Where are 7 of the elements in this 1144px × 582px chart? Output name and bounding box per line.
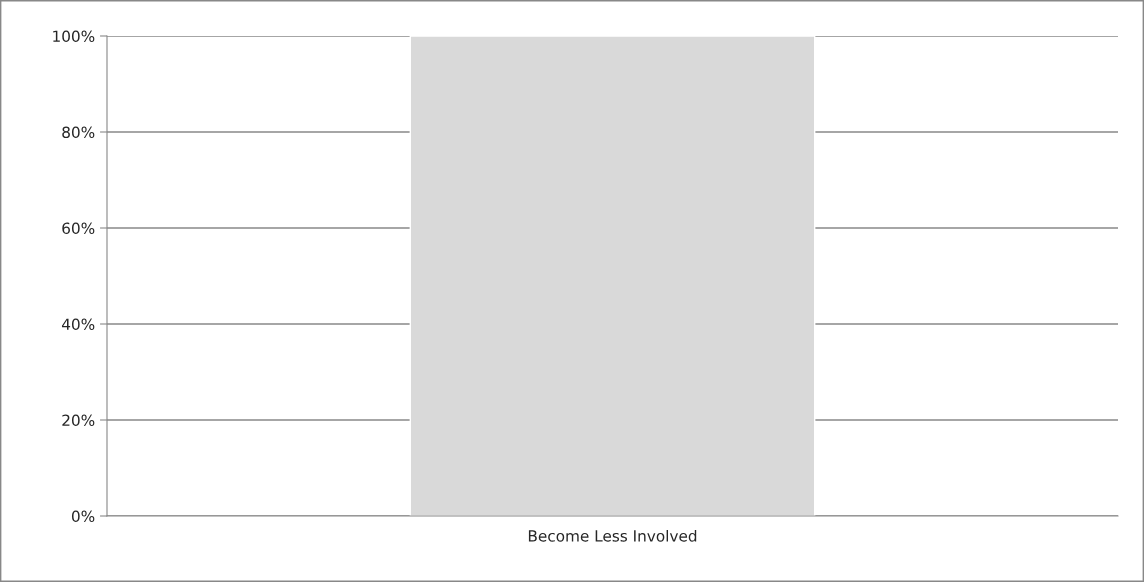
x-tick-label: Become Less Involved — [528, 529, 697, 542]
y-tick-label: 40% — [61, 318, 95, 331]
y-tick-label: 80% — [62, 126, 95, 139]
y-tick-label: 60% — [62, 222, 95, 235]
y-tick-label: 20% — [62, 414, 95, 427]
y-tick-label: 100% — [53, 30, 95, 43]
y-tick-label: 0% — [71, 510, 95, 523]
